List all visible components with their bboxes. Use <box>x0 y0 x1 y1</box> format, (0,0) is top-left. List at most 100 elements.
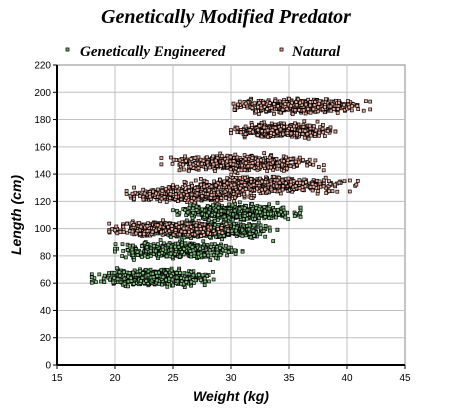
point-genetically-engineered <box>128 276 133 280</box>
point-genetically-engineered <box>167 276 172 281</box>
point-genetically-engineered <box>174 271 179 275</box>
point-genetically-engineered <box>185 210 190 215</box>
point-natural <box>205 160 210 165</box>
point-natural <box>238 186 243 191</box>
point-genetically-engineered <box>286 217 291 221</box>
point-genetically-engineered <box>225 253 229 258</box>
point-genetically-engineered <box>271 239 276 243</box>
point-genetically-engineered <box>255 209 259 214</box>
point-genetically-engineered <box>199 278 203 282</box>
point-genetically-engineered <box>231 212 236 217</box>
point-natural <box>281 132 286 137</box>
point-genetically-engineered <box>180 242 184 247</box>
point-natural <box>124 192 129 196</box>
point-genetically-engineered <box>237 200 242 205</box>
point-genetically-engineered <box>175 208 179 213</box>
point-natural <box>314 128 318 133</box>
point-natural <box>305 131 310 136</box>
point-genetically-engineered <box>251 223 256 228</box>
point-natural <box>316 189 321 193</box>
point-natural <box>216 190 220 195</box>
point-natural <box>307 157 312 162</box>
point-genetically-engineered <box>202 253 207 258</box>
point-genetically-engineered <box>184 271 189 276</box>
point-natural <box>107 221 112 226</box>
point-natural <box>121 230 126 234</box>
point-genetically-engineered <box>213 208 218 213</box>
point-genetically-engineered <box>145 255 150 260</box>
point-natural <box>335 189 340 194</box>
point-natural <box>231 159 236 163</box>
point-natural <box>311 184 316 189</box>
point-natural <box>164 187 168 191</box>
point-genetically-engineered <box>97 272 102 277</box>
point-genetically-engineered <box>164 254 169 259</box>
point-natural <box>243 175 247 180</box>
point-genetically-engineered <box>238 220 243 224</box>
point-genetically-engineered <box>205 213 209 218</box>
legend-marker-natural <box>279 47 284 52</box>
point-genetically-engineered <box>112 271 117 275</box>
point-genetically-engineered <box>257 216 261 221</box>
point-genetically-engineered <box>219 209 224 213</box>
point-natural <box>185 222 190 226</box>
point-genetically-engineered <box>207 235 212 239</box>
point-natural <box>145 224 150 229</box>
point-natural <box>199 177 203 181</box>
point-natural <box>288 156 293 161</box>
point-natural <box>156 187 160 192</box>
point-natural <box>145 229 150 233</box>
point-genetically-engineered <box>208 258 213 263</box>
point-genetically-engineered <box>152 244 156 248</box>
point-genetically-engineered <box>161 275 166 280</box>
point-natural <box>315 119 320 124</box>
point-natural <box>194 227 199 231</box>
point-natural <box>232 182 237 187</box>
point-genetically-engineered <box>266 206 271 211</box>
point-natural <box>202 226 206 231</box>
point-natural <box>250 156 255 160</box>
point-natural <box>224 196 228 200</box>
point-natural <box>267 155 272 160</box>
point-natural <box>251 183 256 187</box>
point-natural <box>309 133 313 138</box>
point-natural <box>327 189 331 193</box>
point-natural <box>187 189 191 193</box>
point-genetically-engineered <box>142 241 147 245</box>
point-natural <box>206 230 210 235</box>
point-genetically-engineered <box>234 225 239 230</box>
point-natural <box>260 179 265 184</box>
point-genetically-engineered <box>211 270 215 274</box>
point-genetically-engineered <box>131 243 135 248</box>
point-natural <box>177 158 182 163</box>
point-genetically-engineered <box>292 214 297 218</box>
point-genetically-engineered <box>135 253 140 257</box>
point-genetically-engineered <box>233 252 238 256</box>
point-natural <box>131 223 136 227</box>
point-genetically-engineered <box>242 214 247 218</box>
point-natural <box>368 107 373 112</box>
point-natural <box>275 178 280 183</box>
point-genetically-engineered <box>298 214 303 219</box>
point-genetically-engineered <box>263 208 267 213</box>
point-natural <box>262 163 266 168</box>
point-natural <box>286 176 291 181</box>
point-natural <box>277 188 282 193</box>
point-natural <box>272 174 276 179</box>
point-natural <box>229 183 234 188</box>
point-genetically-engineered <box>211 277 216 282</box>
point-genetically-engineered <box>216 205 221 210</box>
point-natural <box>137 221 141 225</box>
point-natural <box>278 127 283 132</box>
point-genetically-engineered <box>139 250 143 255</box>
point-natural <box>167 229 172 233</box>
point-natural <box>249 164 254 169</box>
point-natural <box>215 181 220 186</box>
point-natural <box>223 189 228 194</box>
point-genetically-engineered <box>200 207 204 212</box>
point-genetically-engineered <box>209 244 213 249</box>
point-natural <box>232 107 237 112</box>
point-genetically-engineered <box>247 223 252 228</box>
point-natural <box>193 232 197 237</box>
